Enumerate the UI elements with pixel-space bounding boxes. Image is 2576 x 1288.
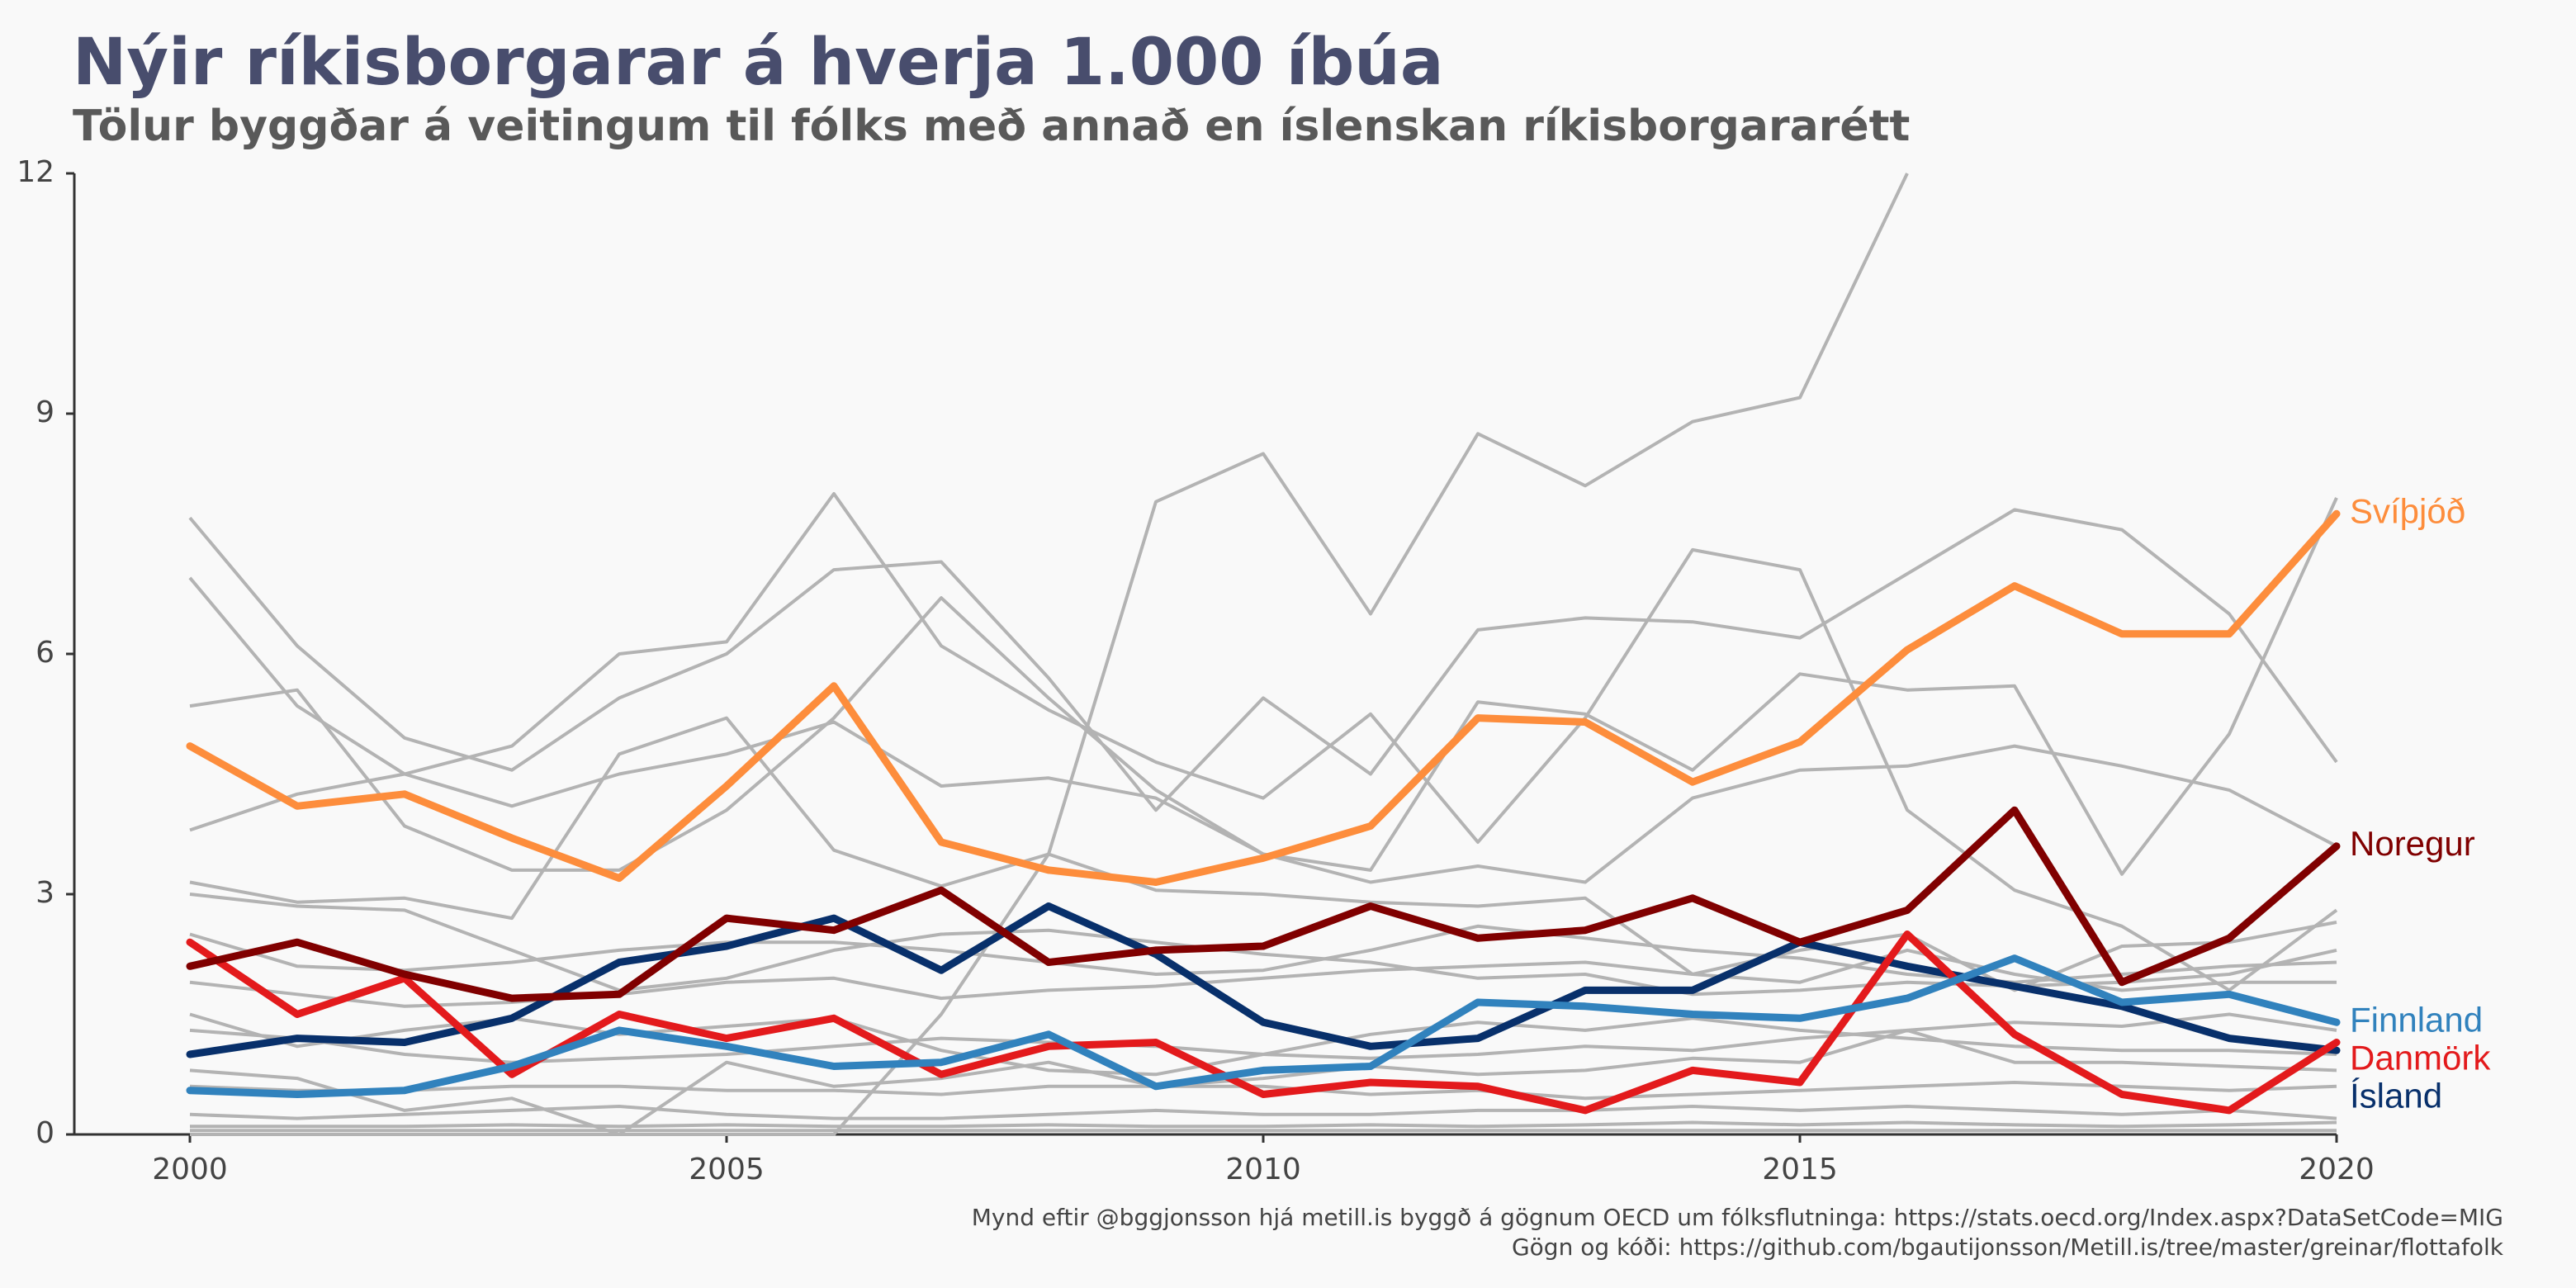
series-2-line xyxy=(186,954,2341,1098)
background-series-line xyxy=(189,1081,2337,1101)
y-tick-label: 3 xyxy=(36,876,54,910)
y-tick-label: 9 xyxy=(36,395,54,429)
series-0-line xyxy=(186,509,2341,886)
background-series-line xyxy=(189,1105,2337,1120)
axes: 0 3 6 9 12 2000 2005 2010 2015 2020 xyxy=(17,155,2375,1186)
background-series-line xyxy=(189,720,2337,884)
series-label: Danmörk xyxy=(2350,1038,2491,1077)
series-label: Ísland xyxy=(2350,1076,2442,1115)
background-series-line xyxy=(189,716,2337,992)
y-tick-label: 0 xyxy=(36,1116,54,1150)
x-tick-label: 2015 xyxy=(1762,1153,1838,1186)
x-tick-label: 2000 xyxy=(152,1153,228,1186)
credit-source: Mynd eftir @bggjonsson hjá metill.is byg… xyxy=(971,1204,2503,1231)
background-series-line xyxy=(188,492,2338,992)
background-series-line xyxy=(188,508,2338,812)
y-tick-label: 12 xyxy=(17,155,54,189)
highlighted-series xyxy=(186,509,2341,1115)
series-1-line xyxy=(186,806,2341,1002)
x-tick-label: 2010 xyxy=(1225,1153,1301,1186)
credit-code: Gögn og kóði: https://github.com/bgautij… xyxy=(1511,1234,2503,1261)
background-series-line xyxy=(189,893,2337,997)
background-series-line xyxy=(189,497,2338,876)
background-series-line xyxy=(189,921,2337,1008)
series-label: Finnland xyxy=(2350,1000,2483,1039)
series-label: Noregur xyxy=(2350,824,2475,863)
y-tick-label: 6 xyxy=(36,636,54,670)
background-series-line xyxy=(189,1012,2337,1064)
background-series-line xyxy=(190,1120,2337,1129)
chart-subtitle: Tölur byggðar á veitingum til fólks með … xyxy=(73,102,1911,151)
series-label: Svíþjóð xyxy=(2350,491,2465,530)
chart-title: Nýir ríkisborgarar á hverja 1.000 íbúa xyxy=(73,26,1444,100)
background-series xyxy=(188,173,2338,1136)
x-tick-label: 2020 xyxy=(2299,1153,2375,1186)
x-tick-label: 2005 xyxy=(689,1153,765,1186)
